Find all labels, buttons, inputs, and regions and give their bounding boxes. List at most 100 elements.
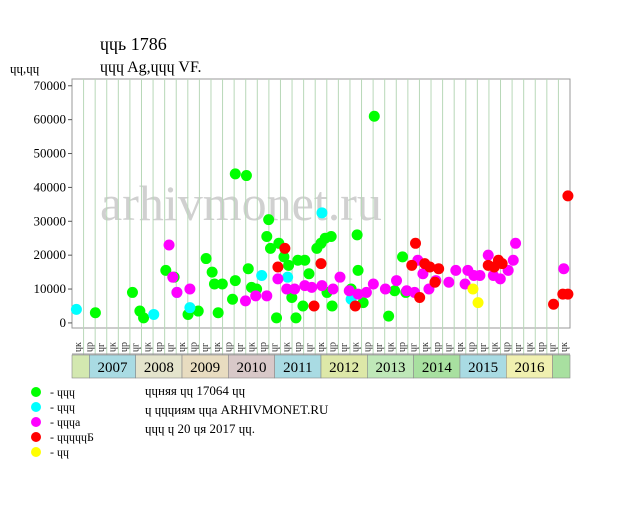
point [494,273,506,285]
point [265,242,277,254]
point [303,268,315,280]
point [443,276,455,288]
point [271,312,283,324]
point [326,300,338,312]
y-tick-label: 30000 [34,213,67,228]
column-label: ɥк [351,342,362,352]
point [261,231,273,243]
column-label: ɥг [96,343,107,352]
point [297,300,309,312]
y-axis-label: ɥɥ,ɥɥ [10,61,40,76]
point [282,271,294,283]
point [242,263,254,275]
point [227,293,239,305]
year-band [71,354,90,379]
point [352,264,364,276]
point [482,249,494,261]
column-label: ɥр [119,342,130,352]
point [472,297,484,309]
x-tick-label: 2015 [468,360,498,376]
column-label: ɥг [165,343,176,352]
point [263,214,275,226]
note: ɥ ɥɥɥиям ɥɥа ARHIVMONET.RU [145,402,329,417]
point [315,258,327,270]
column-label: ɥр [536,342,547,352]
point [397,251,409,263]
column-label: ɥк [247,342,258,352]
point [316,280,328,292]
point [171,286,183,298]
column-label: ɥр [293,342,304,352]
x-tick-label: 2011 [283,360,312,376]
point [433,263,445,275]
point [281,283,293,295]
point [290,312,302,324]
column-label: ɥр [189,342,200,352]
x-tick-label: 2007 [98,360,129,376]
column-label: ɥг [409,343,420,352]
point [507,254,519,266]
point [360,286,372,298]
point [379,283,391,295]
point [467,283,479,295]
legend-label: - ɥɥɥа [50,415,81,429]
point [351,229,363,241]
y-tick-label: 50000 [34,146,67,161]
column-label: ɥк [177,342,188,352]
y-tick-label: 70000 [34,78,67,93]
point [352,288,364,300]
y-tick-label: 40000 [34,179,67,194]
point [89,307,101,319]
point [325,231,337,243]
column-label: ɥк [316,342,327,352]
point [279,242,291,254]
chart-subtitle: ɥɥɥ Ag,ɥɥɥ VF. [100,59,202,76]
column-label: ɥр [467,342,478,352]
point [212,307,224,319]
point [208,278,220,290]
column-label: ɥк [212,342,223,352]
column-label: ɥк [142,342,153,352]
point [229,168,241,180]
legend-marker [31,417,41,427]
point [184,283,196,295]
point [406,259,418,271]
x-tick-label: 2013 [375,360,405,376]
watermark: arhivmonet.ru [100,175,382,231]
point [278,251,290,263]
point [200,253,212,265]
point [138,312,150,324]
point [126,286,138,298]
point [299,254,311,266]
column-label: ɥг [548,343,559,352]
point [391,275,403,287]
column-label: ɥр [84,342,95,352]
point [160,264,172,276]
x-tick-label: 2012 [329,360,359,376]
point [261,290,273,302]
y-tick-label: 20000 [34,247,67,262]
point [206,266,218,278]
point [306,281,318,293]
column-label: ɥг [304,343,315,352]
column-label: ɥр [397,342,408,352]
point [548,298,560,310]
column-label: ɥк [420,342,431,352]
point [510,237,522,249]
point [410,237,422,249]
point [272,273,284,285]
column-label: ɥк [524,342,535,352]
column-label: ɥг [200,343,211,352]
x-tick-label: 2008 [144,360,174,376]
note: ɥɥɥ ɥ 20 ɥя 2017 ɥɥ. [145,421,255,436]
point [216,278,228,290]
x-tick-label: 2016 [514,360,545,376]
column-label: ɥк [559,342,570,352]
point [239,295,251,307]
legend-marker [31,387,41,397]
column-label: ɥг [374,343,385,352]
point [163,239,175,251]
column-label: ɥк [385,342,396,352]
point [383,310,395,322]
column-label: ɥк [73,342,84,352]
